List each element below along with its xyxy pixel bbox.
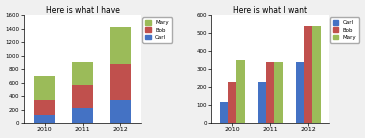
Bar <box>266 62 274 123</box>
Bar <box>72 62 93 85</box>
Bar <box>34 115 55 123</box>
Bar <box>110 100 131 123</box>
Bar <box>304 26 312 123</box>
Bar <box>237 60 245 123</box>
Bar <box>296 62 304 123</box>
Bar <box>72 85 93 108</box>
Bar <box>72 108 93 123</box>
Bar <box>228 82 237 123</box>
Legend: Mary, Bob, Carl: Mary, Bob, Carl <box>142 18 172 43</box>
Bar <box>312 26 320 123</box>
Title: Here is what I want: Here is what I want <box>233 6 307 14</box>
Bar <box>274 62 283 123</box>
Legend: Carl, Bob, Mary: Carl, Bob, Mary <box>330 18 359 43</box>
Bar <box>34 100 55 115</box>
Bar <box>110 27 131 64</box>
Bar <box>258 82 266 123</box>
Bar <box>220 102 228 123</box>
Title: Here is what I have: Here is what I have <box>46 6 119 14</box>
Bar <box>110 64 131 100</box>
Bar <box>34 76 55 100</box>
